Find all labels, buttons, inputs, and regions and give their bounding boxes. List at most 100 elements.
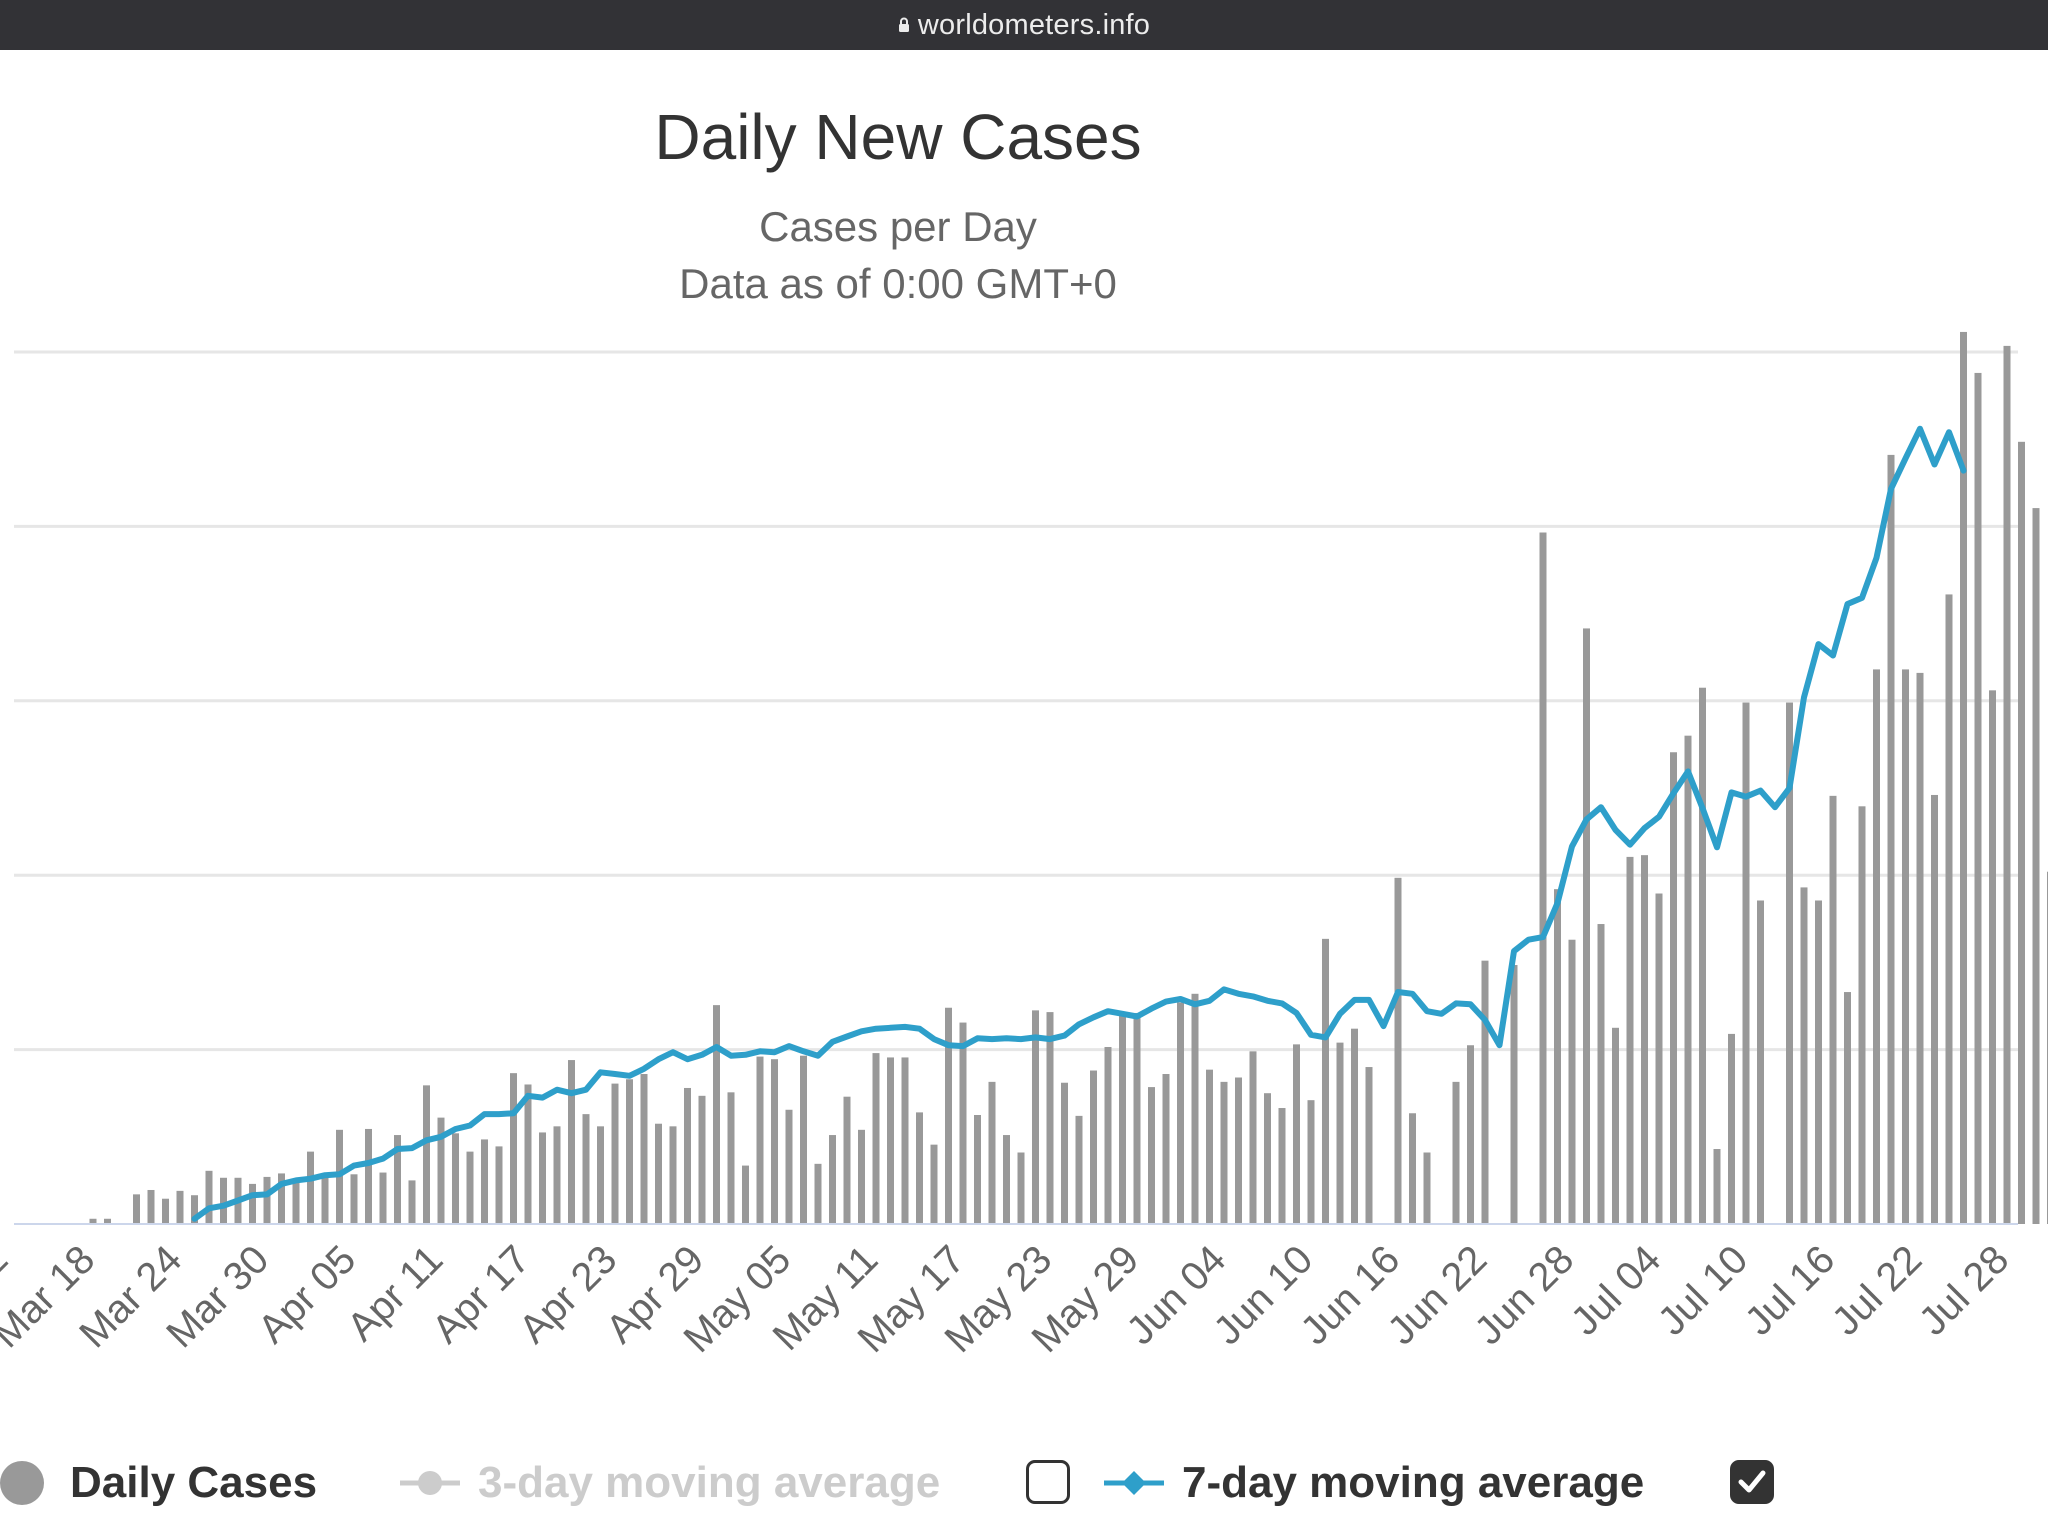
daily-cases-bar[interactable]	[974, 1115, 981, 1224]
daily-cases-bar[interactable]	[1641, 855, 1648, 1224]
daily-cases-bar[interactable]	[1844, 992, 1851, 1224]
daily-cases-bar[interactable]	[1307, 1100, 1315, 1224]
daily-cases-bar[interactable]	[785, 1109, 793, 1224]
daily-cases-bar[interactable]	[1061, 1082, 1068, 1224]
daily-cases-bar[interactable]	[104, 1218, 111, 1224]
daily-cases-bar[interactable]	[1394, 877, 1402, 1224]
daily-cases-bar[interactable]	[1206, 1069, 1213, 1224]
daily-cases-bar[interactable]	[1452, 1081, 1460, 1224]
daily-cases-bar[interactable]	[1133, 1012, 1141, 1224]
daily-cases-bar[interactable]	[1655, 893, 1663, 1224]
daily-cases-bar[interactable]	[1945, 594, 1953, 1224]
daily-cases-bar[interactable]	[1873, 669, 1880, 1224]
daily-cases-bar[interactable]	[887, 1057, 894, 1224]
daily-cases-bar[interactable]	[1931, 794, 1938, 1224]
daily-cases-bar[interactable]	[959, 1022, 967, 1224]
daily-cases-bar[interactable]	[1713, 1149, 1721, 1224]
daily-cases-bar[interactable]	[1409, 1113, 1416, 1224]
daily-cases-bar[interactable]	[843, 1096, 851, 1224]
daily-cases-bar[interactable]	[1786, 702, 1793, 1224]
legend-7-day-moving-average-checkbox[interactable]	[1730, 1460, 1774, 1504]
daily-cases-bar[interactable]	[727, 1092, 735, 1224]
daily-cases-bar[interactable]	[191, 1195, 198, 1224]
daily-cases-bar[interactable]	[147, 1189, 155, 1224]
daily-cases-bar[interactable]	[1597, 924, 1605, 1224]
daily-cases-bar[interactable]	[684, 1087, 691, 1224]
legend-3-day-moving-average-checkbox[interactable]	[1026, 1460, 1070, 1504]
daily-cases-bar[interactable]	[872, 1053, 880, 1224]
daily-cases-bar[interactable]	[858, 1129, 865, 1224]
legend-item-daily-cases[interactable]: Daily Cases	[0, 1448, 317, 1518]
legend-item-7-day-moving-average[interactable]: 7-day moving average	[1102, 1448, 1644, 1518]
daily-cases-bar[interactable]	[930, 1144, 938, 1224]
daily-cases-bar[interactable]	[1858, 806, 1866, 1224]
daily-cases-bar[interactable]	[1365, 1067, 1373, 1224]
daily-cases-bar[interactable]	[1104, 1046, 1112, 1224]
daily-cases-bar[interactable]	[263, 1176, 271, 1224]
daily-cases-bar[interactable]	[408, 1180, 416, 1224]
daily-cases-bar[interactable]	[1670, 752, 1677, 1224]
daily-cases-bar[interactable]	[1148, 1087, 1155, 1224]
daily-cases-bar[interactable]	[1177, 1002, 1184, 1224]
daily-cases-bar[interactable]	[1829, 795, 1837, 1224]
daily-cases-bar[interactable]	[321, 1174, 329, 1224]
daily-cases-bar[interactable]	[510, 1073, 517, 1224]
daily-cases-bar[interactable]	[133, 1194, 140, 1224]
daily-cases-bar[interactable]	[365, 1128, 372, 1224]
daily-cases-bar[interactable]	[437, 1117, 445, 1224]
daily-cases-bar[interactable]	[176, 1190, 184, 1224]
daily-cases-bar[interactable]	[292, 1178, 300, 1224]
daily-cases-bar[interactable]	[1960, 331, 1967, 1225]
daily-cases-bar[interactable]	[278, 1173, 285, 1224]
daily-cases-bar[interactable]	[423, 1085, 430, 1224]
daily-cases-bar[interactable]	[1728, 1033, 1735, 1224]
daily-cases-bar[interactable]	[89, 1218, 97, 1224]
daily-cases-bar[interactable]	[1568, 939, 1576, 1224]
daily-cases-bar[interactable]	[220, 1177, 227, 1224]
daily-cases-bar[interactable]	[568, 1060, 575, 1224]
daily-cases-bar[interactable]	[1539, 532, 1547, 1224]
daily-cases-bar[interactable]	[626, 1079, 633, 1224]
daily-cases-bar[interactable]	[1249, 1051, 1257, 1224]
daily-cases-bar[interactable]	[988, 1081, 996, 1224]
daily-cases-bar[interactable]	[597, 1126, 604, 1224]
daily-cases-bar[interactable]	[814, 1163, 822, 1224]
daily-cases-bar[interactable]	[2003, 345, 2011, 1224]
daily-cases-bar[interactable]	[1017, 1152, 1025, 1224]
daily-cases-bar[interactable]	[1322, 938, 1329, 1224]
daily-cases-bar[interactable]	[655, 1123, 662, 1224]
daily-cases-bar[interactable]	[1293, 1044, 1300, 1224]
daily-cases-bar[interactable]	[945, 1007, 952, 1224]
daily-cases-bar[interactable]	[249, 1183, 256, 1224]
daily-cases-bar[interactable]	[1336, 1042, 1344, 1224]
daily-cases-bar[interactable]	[901, 1057, 909, 1224]
legend-item-3-day-moving-average[interactable]: 3-day moving average	[398, 1448, 940, 1518]
daily-cases-bar[interactable]	[829, 1135, 836, 1224]
daily-cases-bar[interactable]	[713, 1005, 720, 1224]
daily-cases-bar[interactable]	[1974, 372, 1982, 1225]
daily-cases-bar[interactable]	[698, 1095, 706, 1224]
daily-cases-bar[interactable]	[1351, 1028, 1358, 1224]
daily-cases-bar[interactable]	[640, 1074, 648, 1224]
daily-cases-bar[interactable]	[1090, 1070, 1097, 1224]
daily-cases-bar[interactable]	[1684, 735, 1692, 1224]
daily-cases-bar[interactable]	[2018, 441, 2025, 1224]
daily-cases-bar[interactable]	[394, 1135, 401, 1224]
daily-cases-bar[interactable]	[307, 1151, 314, 1224]
daily-cases-bar[interactable]	[742, 1165, 749, 1224]
daily-cases-bar[interactable]	[1510, 965, 1518, 1224]
daily-cases-bar[interactable]	[1467, 1045, 1474, 1224]
daily-cases-bar[interactable]	[1916, 672, 1924, 1224]
daily-cases-bar[interactable]	[1278, 1108, 1286, 1224]
daily-cases-bar[interactable]	[379, 1172, 387, 1224]
daily-cases-bar[interactable]	[539, 1132, 546, 1224]
daily-cases-bar[interactable]	[1003, 1135, 1010, 1224]
daily-cases-bar[interactable]	[1699, 687, 1706, 1224]
daily-cases-bar[interactable]	[1032, 1010, 1039, 1224]
daily-cases-bar[interactable]	[1046, 1012, 1054, 1224]
daily-cases-bar[interactable]	[1119, 1015, 1126, 1224]
daily-cases-bar[interactable]	[1800, 887, 1808, 1224]
daily-cases-bar[interactable]	[1264, 1093, 1271, 1224]
daily-cases-bar[interactable]	[205, 1170, 213, 1224]
daily-cases-bar[interactable]	[669, 1126, 677, 1224]
